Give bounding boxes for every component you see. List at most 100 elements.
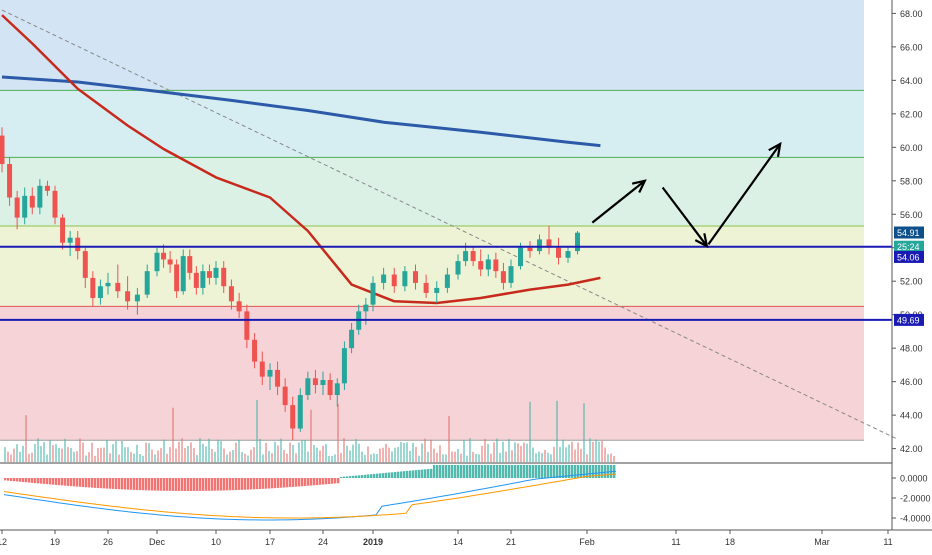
volume-bar [19, 451, 21, 462]
volume-bar [352, 444, 354, 462]
histogram-bar [70, 478, 73, 487]
histogram-bar [469, 465, 472, 478]
histogram-bar [361, 475, 364, 478]
volume-bar [208, 438, 210, 462]
volume-bar [481, 445, 483, 462]
histogram-bar [28, 478, 31, 483]
volume-bar [601, 440, 603, 462]
histogram-bar [397, 471, 400, 478]
candle-body [115, 282, 121, 292]
histogram-bar [4, 478, 7, 481]
candle-body [334, 383, 340, 396]
candle-body [97, 286, 103, 298]
candle-body [228, 286, 234, 302]
candle [144, 264, 150, 298]
histogram-bar [268, 478, 271, 489]
volume-bar [442, 454, 444, 462]
volume-bar [580, 448, 582, 462]
histogram-bar [298, 478, 301, 487]
volume-bar [499, 452, 501, 462]
histogram-bar [142, 478, 145, 491]
volume-bar [262, 454, 264, 462]
histogram-bar [280, 478, 283, 488]
volume-bar [463, 440, 465, 462]
candle [90, 271, 96, 307]
histogram-bar [94, 478, 97, 488]
arrow-head [694, 233, 709, 249]
volume-bar [211, 448, 213, 462]
volume-bar [82, 442, 84, 462]
histogram-bar [253, 478, 256, 490]
indicator-tick-label: -2.0000 [900, 494, 931, 504]
candle [0, 127, 5, 173]
projection-arrow [591, 179, 647, 224]
volume-bar [157, 450, 159, 462]
histogram-bar [265, 478, 268, 489]
volume-bar [28, 453, 30, 462]
candle [97, 279, 103, 305]
histogram-bar [190, 478, 193, 491]
candle [334, 378, 340, 407]
histogram-bar [211, 478, 214, 491]
price-tick-label: 64.00 [900, 76, 923, 86]
signal-line [3, 473, 617, 519]
histogram-bar [400, 471, 403, 478]
candle [259, 351, 265, 385]
histogram-bar [301, 478, 304, 487]
volume-bar [343, 438, 345, 462]
candle [236, 292, 242, 319]
histogram-bar [352, 475, 355, 478]
histogram-bar [187, 478, 190, 491]
candle-body [312, 378, 318, 385]
histogram-bar [334, 478, 337, 484]
volume-bar [301, 440, 303, 462]
candle-body [518, 247, 523, 267]
candlesticks [0, 127, 580, 441]
histogram-bar [508, 465, 511, 478]
histogram-bar [220, 478, 223, 491]
candle-body [236, 301, 242, 312]
price-label-bg [894, 250, 924, 263]
candle-body [500, 271, 506, 283]
candle-body [180, 256, 186, 292]
volume-bar [295, 453, 297, 462]
volume-bar [319, 450, 321, 462]
histogram-bar [370, 474, 373, 478]
histogram-bar [568, 465, 571, 478]
volume-bar [511, 450, 513, 462]
histogram-bar [478, 465, 481, 478]
volume-bar [127, 447, 129, 462]
histogram-bar [394, 471, 397, 478]
histogram-bar [22, 478, 25, 483]
candle [161, 244, 167, 268]
volume-bar [238, 439, 240, 462]
histogram-bar [430, 468, 433, 478]
volume-bar [37, 438, 39, 462]
volume-bar [229, 451, 231, 462]
volume-bar [7, 451, 9, 462]
volume-bar [544, 449, 546, 462]
candle [75, 231, 81, 260]
histogram-bar [124, 478, 127, 490]
candle-body [297, 395, 303, 429]
volume-bar [196, 455, 198, 462]
histogram-bar [64, 478, 67, 486]
histogram-bar [367, 474, 370, 478]
histogram-bar [40, 478, 43, 484]
volume-bar [385, 443, 387, 462]
candle [413, 264, 418, 290]
candle-body [508, 266, 514, 283]
histogram-bar [292, 478, 295, 487]
histogram-bar [136, 478, 139, 491]
histogram-bar [514, 465, 517, 478]
candle-body [22, 195, 28, 218]
price-label-text: 54.06 [897, 252, 920, 262]
volume-bar [397, 447, 399, 462]
histogram-bar [205, 478, 208, 491]
volume-bar [31, 452, 33, 462]
histogram-bar [433, 465, 436, 478]
volume-bar [223, 448, 225, 462]
histogram-bar [193, 478, 196, 491]
candle-body [565, 251, 571, 258]
volume-bar [310, 409, 312, 462]
